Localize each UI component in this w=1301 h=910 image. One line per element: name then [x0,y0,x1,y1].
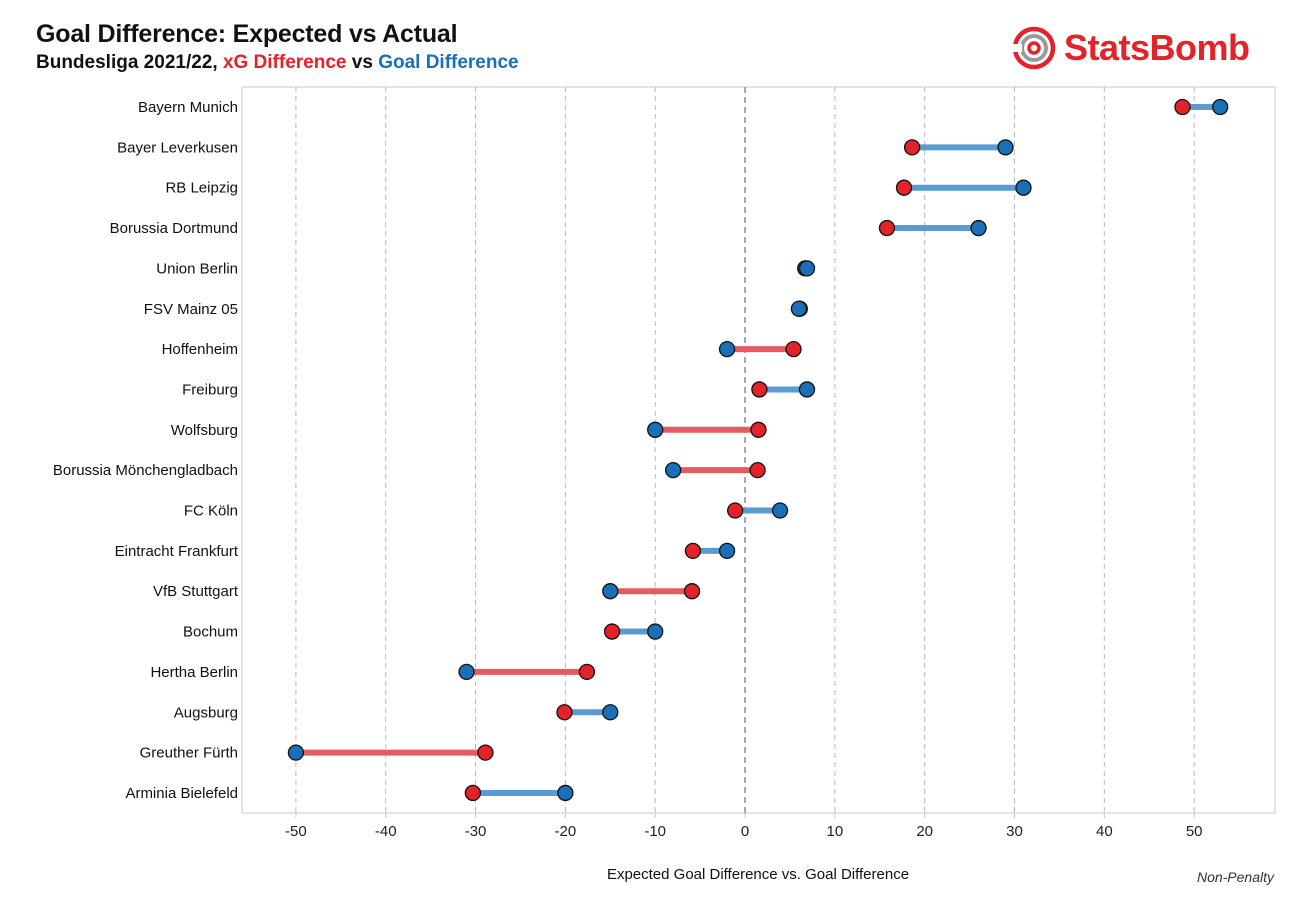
xg-dot [556,704,573,721]
team-label: FC Köln [184,503,238,520]
xg-dot [903,139,921,156]
team-label: Hertha Berlin [150,664,238,681]
x-tick-label: -50 [285,823,307,840]
gd-dot [790,300,808,317]
gd-dot [970,219,987,237]
team-label: VfB Stuttgart [153,583,239,600]
x-tick-label: 50 [1186,823,1203,840]
gd-dot [1212,98,1229,116]
team-label: Bayer Leverkusen [117,139,238,156]
xg-dot [751,381,768,398]
gd-dot [1015,179,1032,196]
gd-dot [287,744,305,761]
gd-dot [602,704,619,721]
gd-dot [718,542,736,559]
xg-dot [684,542,702,559]
logo-text: StatsBomb [1064,27,1250,68]
subtitle-xg-series: xG Difference [222,52,347,73]
team-label: Eintracht Frankfurt [115,543,239,560]
x-tick-label: 40 [1096,823,1113,840]
gd-dot [665,461,682,479]
plot-frame [241,86,1276,814]
team-label: Bochum [183,624,238,641]
xg-dot [726,502,744,519]
x-tick-label: -20 [555,823,577,840]
x-tick-label: 20 [916,823,933,840]
gd-dot [647,623,664,640]
target-rings-icon [1012,26,1056,70]
xg-dot [464,784,482,802]
team-label: Borussia Dortmund [110,220,238,237]
x-tick-label: 0 [741,823,749,840]
team-label: Freiburg [182,381,238,398]
xg-dot [785,340,802,358]
non-penalty-note: Non-Penalty [1196,869,1274,885]
x-tick-label: -40 [375,823,397,840]
gd-dot [771,502,789,519]
xg-dot [895,179,913,196]
xg-dot [578,663,596,681]
subtitle-league: Bundesliga 2021/22, [36,52,218,73]
team-label: Augsburg [174,704,238,721]
team-label: Wolfsburg [171,422,238,439]
subtitle-connector: vs [351,52,373,73]
gd-dot [647,421,664,438]
x-tick-label: -30 [465,823,487,840]
gd-dot [718,340,736,358]
team-label: RB Leipzig [165,180,238,197]
team-label: FSV Mainz 05 [144,301,238,318]
team-label: Hoffenheim [162,341,238,358]
xg-dot [750,421,767,438]
x-tick-label: 10 [827,823,844,840]
x-tick-label: -10 [644,823,666,840]
gd-dot [602,583,619,600]
xg-dot [603,623,621,640]
chart-subtitle: Bundesliga 2021/22, xG Difference vs Goa… [36,52,519,74]
gd-dot [557,784,574,802]
gd-dot [798,381,816,398]
team-label: Borussia Mönchengladbach [53,462,238,479]
x-tick-label: 30 [1006,823,1023,840]
xg-dot [749,461,766,479]
xg-dot [878,219,896,237]
subtitle-gd-series: Goal Difference [378,52,519,73]
gd-dot [798,260,816,277]
team-label: Bayern Munich [138,99,238,116]
team-label: Greuther Fürth [140,745,238,762]
xg-dot [477,744,494,761]
statsbomb-logo: StatsBomb [1012,24,1250,72]
gd-dot [997,139,1014,156]
gd-dot [458,663,475,681]
chart-title: Goal Difference: Expected vs Actual [36,20,458,48]
team-label: Union Berlin [156,260,238,277]
xg-dot [1174,98,1191,116]
xg-dot [683,583,701,600]
x-axis-label: Expected Goal Difference vs. Goal Differ… [606,866,910,883]
team-label: Arminia Bielefeld [125,785,238,802]
